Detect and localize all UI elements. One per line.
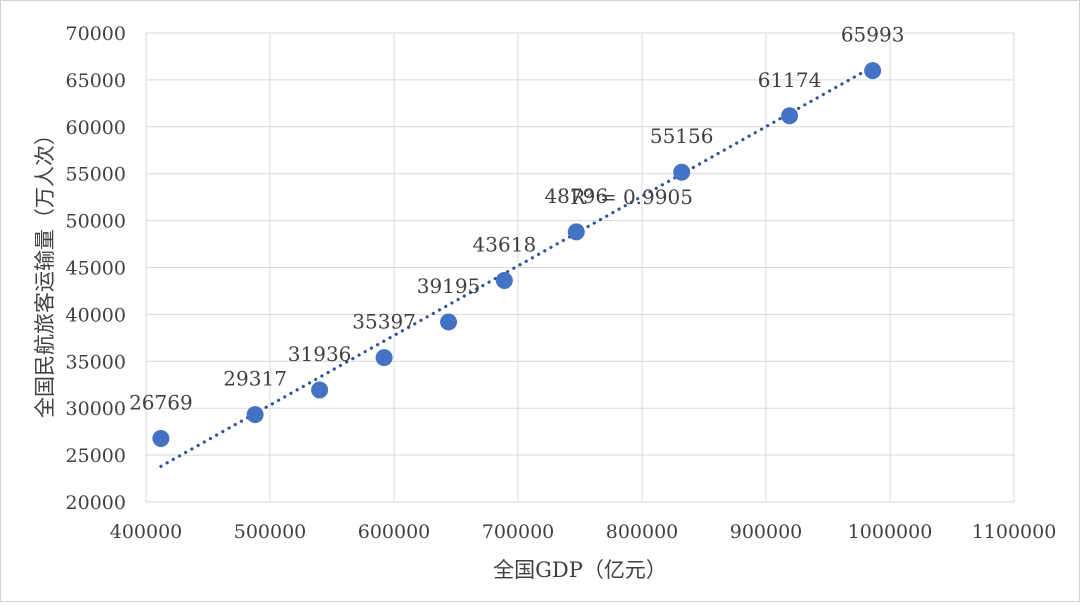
x-tick-label: 1100000 <box>972 521 1057 543</box>
x-tick-label: 600000 <box>358 521 431 543</box>
axis-tick-labels: 20000 25000 30000 35000 40000 45000 50000 55000… <box>66 23 1057 543</box>
data-point <box>495 271 513 289</box>
data-point <box>673 163 691 181</box>
x-axis-title: 全国GDP（亿元） <box>493 558 667 582</box>
y-tick-label: 70000 <box>66 23 126 45</box>
x-tick-label: 500000 <box>234 521 307 543</box>
grid-lines <box>145 32 1015 503</box>
data-point <box>375 349 393 367</box>
x-tick-label: 800000 <box>606 521 679 543</box>
y-tick-label: 55000 <box>66 164 126 186</box>
data-point <box>246 406 264 424</box>
x-tick-label: 700000 <box>482 521 555 543</box>
data-label: 61174 <box>758 68 822 92</box>
y-tick-label: 30000 <box>66 398 126 420</box>
data-label: 43618 <box>473 232 537 256</box>
data-label: 39195 <box>417 274 481 298</box>
data-label: 65993 <box>841 23 905 47</box>
y-tick-label: 65000 <box>66 70 126 92</box>
data-point <box>781 107 799 125</box>
data-point <box>311 381 329 399</box>
y-axis-title: 全国民航旅客运输量（万人次） <box>33 124 57 418</box>
x-tick-label: 400000 <box>110 521 183 543</box>
y-tick-label: 45000 <box>66 258 126 280</box>
data-points <box>152 62 882 448</box>
y-tick-label: 60000 <box>66 117 126 139</box>
y-tick-label: 50000 <box>66 211 126 233</box>
data-label: 48796 <box>544 184 608 208</box>
data-label: 55156 <box>650 124 714 148</box>
data-point <box>152 430 170 448</box>
trendline-layer <box>159 65 875 468</box>
r-squared-annotation: R² = 0.9905 <box>570 185 693 209</box>
data-point <box>864 62 882 80</box>
data-point <box>567 223 585 241</box>
y-tick-label: 20000 <box>66 492 126 514</box>
data-label: 29317 <box>223 367 287 391</box>
linear-trendline <box>159 65 875 468</box>
y-tick-label: 25000 <box>66 445 126 467</box>
y-tick-label: 40000 <box>66 304 126 326</box>
x-tick-label: 1000000 <box>848 521 933 543</box>
data-label: 35397 <box>352 310 416 334</box>
data-point <box>440 313 458 331</box>
data-label: 26769 <box>129 391 193 415</box>
y-tick-label: 35000 <box>66 351 126 373</box>
x-tick-label: 900000 <box>730 521 803 543</box>
data-label: 31936 <box>288 342 352 366</box>
